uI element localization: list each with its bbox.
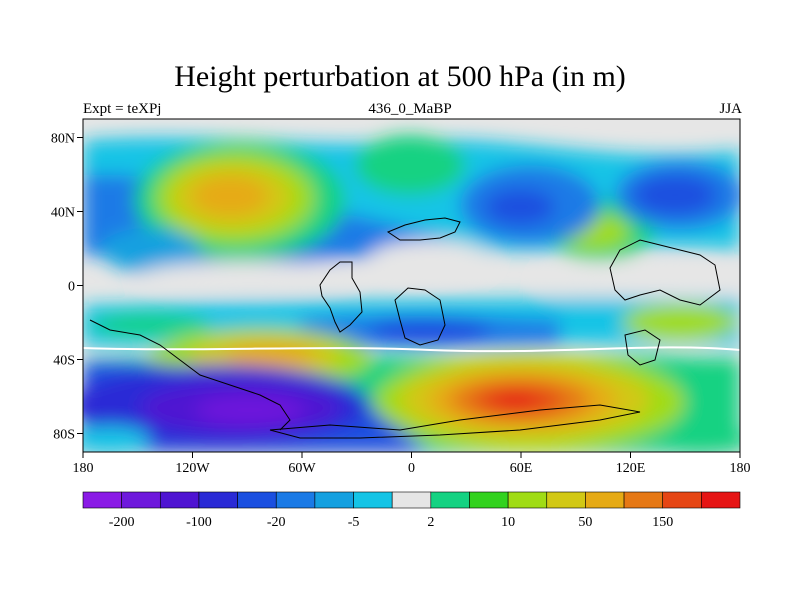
colorbar-swatch [275, 491, 316, 509]
colorbar-swatch [314, 491, 354, 509]
colorbar-swatch [662, 491, 702, 509]
chart-title: Height perturbation at 500 hPa (in m) [174, 60, 626, 93]
colorbar-swatch [353, 491, 393, 509]
colorbar-swatch [159, 491, 200, 509]
y-axis: 80N 40N 0 40S 80S [51, 132, 83, 443]
colorbar-swatch [198, 491, 238, 509]
coastlines [89, 217, 721, 439]
colorbar-label: 150 [652, 515, 673, 530]
x-tick-label: 60E [510, 461, 533, 476]
colorbar-swatch [391, 491, 432, 509]
x-tick-label: 60W [288, 461, 316, 476]
experiment-label: Expt = teXPj [83, 101, 162, 117]
colorbar-label: -5 [348, 515, 360, 530]
season-label: JJA [719, 101, 742, 117]
y-tick-label: 40S [53, 354, 75, 369]
run-label: 436_0_MaBP [368, 101, 452, 117]
x-axis: 180 120W 60W 0 60E 120E 180 [73, 452, 751, 476]
colorbar-label: -100 [186, 515, 212, 530]
y-tick-label: 40N [51, 206, 75, 221]
x-tick-label: 0 [408, 461, 415, 476]
y-tick-label: 80N [51, 132, 75, 147]
x-tick-label: 180 [73, 461, 94, 476]
x-tick-label: 120E [616, 461, 646, 476]
colorbar-swatch [623, 491, 664, 509]
colorbar-label: 50 [578, 515, 592, 530]
colorbar-label: -20 [267, 515, 286, 530]
colorbar-swatch [585, 491, 625, 509]
colorbar-swatch [546, 491, 586, 509]
y-tick-label: 0 [68, 280, 75, 295]
colorbar-swatch [237, 491, 277, 509]
colorbar: -200 -100 -20 -5 2 10 50 150 [82, 491, 741, 530]
contour-field [83, 119, 740, 452]
x-tick-label: 120W [175, 461, 210, 476]
y-tick-label: 80S [53, 428, 75, 443]
colorbar-swatch [507, 491, 548, 509]
colorbar-label: 10 [501, 515, 515, 530]
colorbar-swatch [701, 491, 741, 509]
colorbar-swatch [469, 491, 509, 509]
colorbar-swatch [121, 491, 161, 509]
x-tick-label: 180 [730, 461, 751, 476]
colorbar-swatch [82, 491, 122, 509]
colorbar-swatch [430, 491, 470, 509]
colorbar-label: 2 [427, 515, 434, 530]
colorbar-label: -200 [109, 515, 135, 530]
